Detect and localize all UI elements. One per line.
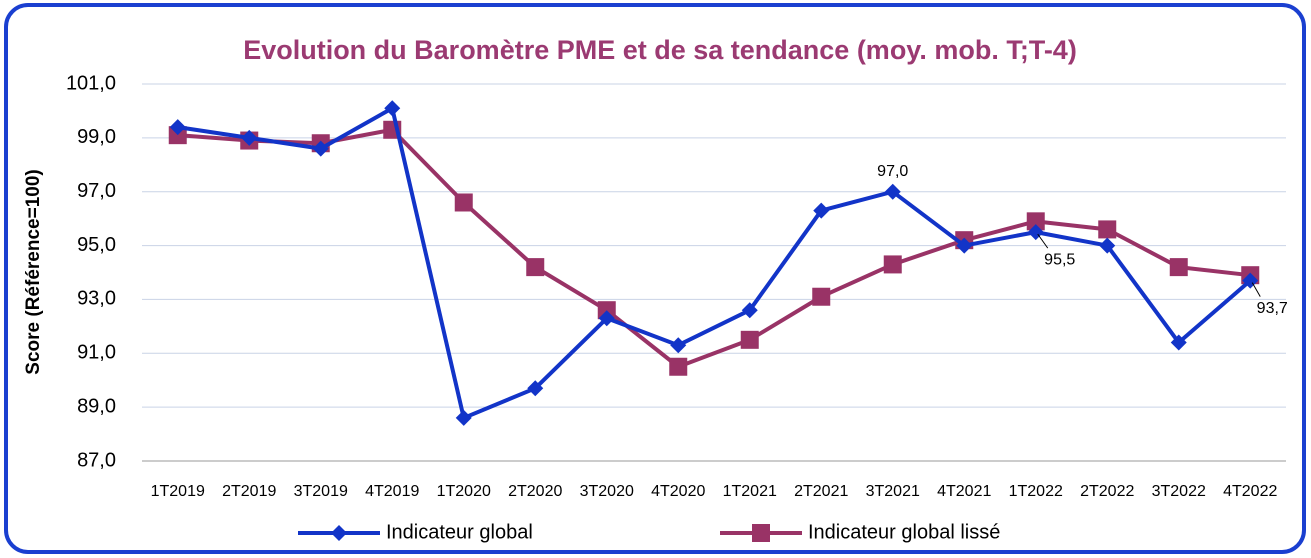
marker (812, 287, 831, 306)
marker (669, 357, 688, 376)
x-tick-label: 3T2020 (580, 483, 634, 500)
marker (752, 524, 770, 542)
leader-line (1037, 233, 1049, 249)
marker (883, 255, 902, 274)
data-label: 93,7 (1257, 300, 1288, 317)
marker (1170, 334, 1187, 351)
data-label: 95,5 (1044, 251, 1075, 268)
legend-label: Indicateur global (386, 521, 533, 543)
marker (956, 237, 973, 254)
x-tick-label: 4T2020 (651, 483, 705, 500)
x-tick-label: 3T2019 (294, 483, 348, 500)
y-tick-label: 95,0 (77, 234, 116, 256)
y-tick-label: 93,0 (77, 288, 116, 310)
x-tick-label: 4T2022 (1223, 483, 1277, 500)
chart-title: Evolution du Baromètre PME et de sa tend… (243, 35, 1077, 65)
marker (455, 409, 472, 426)
marker (598, 310, 615, 327)
marker (169, 119, 186, 136)
x-tick-label: 1T2022 (1009, 483, 1063, 500)
y-tick-label: 91,0 (77, 342, 116, 364)
x-tick-label: 3T2021 (866, 483, 920, 500)
marker (312, 140, 329, 157)
x-tick-label: 2T2022 (1080, 483, 1134, 500)
marker (1026, 212, 1045, 231)
x-tick-label: 1T2020 (437, 483, 491, 500)
marker (597, 301, 616, 320)
marker (670, 337, 687, 354)
leader-line (1251, 282, 1261, 297)
marker (1099, 237, 1116, 254)
marker (1098, 220, 1117, 239)
marker (454, 193, 473, 212)
x-tick-label: 4T2021 (937, 483, 991, 500)
series-line (177, 106, 1252, 420)
x-tick-label: 2T2021 (794, 483, 848, 500)
x-tick-label: 3T2022 (1152, 483, 1206, 500)
marker (384, 100, 401, 117)
y-tick-label: 97,0 (77, 180, 116, 202)
y-tick-label: 87,0 (77, 449, 116, 471)
series-line (177, 127, 1251, 369)
marker (740, 330, 759, 349)
x-tick-label: 2T2020 (508, 483, 562, 500)
y-tick-label: 99,0 (77, 126, 116, 148)
x-tick-label: 1T2021 (723, 483, 777, 500)
y-tick-label: 101,0 (66, 72, 116, 94)
marker (1169, 258, 1188, 277)
x-tick-label: 1T2019 (151, 483, 205, 500)
marker (884, 183, 901, 200)
marker (526, 258, 545, 277)
y-tick-label: 89,0 (77, 395, 116, 417)
y-axis-label: Score (Référence=100) (23, 169, 44, 374)
marker (741, 302, 758, 319)
marker (331, 525, 347, 541)
marker (241, 129, 258, 146)
x-tick-label: 4T2019 (365, 483, 419, 500)
frame (4, 3, 1306, 554)
legend-label: Indicateur global lissé (808, 521, 1000, 543)
marker (168, 126, 187, 145)
marker (527, 380, 544, 397)
marker (1242, 272, 1259, 289)
x-tick-label: 2T2019 (222, 483, 276, 500)
data-label: 97,0 (877, 163, 908, 180)
marker (813, 202, 830, 219)
